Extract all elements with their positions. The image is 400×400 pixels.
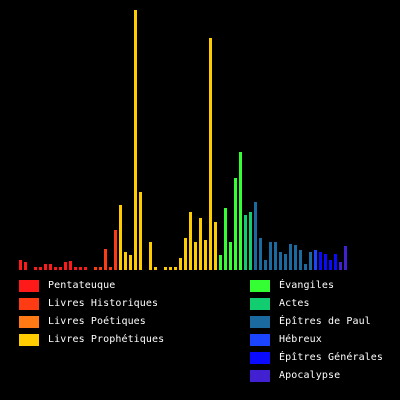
- legend-item: Livres Prophétiques: [19, 333, 164, 347]
- legend-swatch: [250, 352, 270, 364]
- bar-6-1: [244, 215, 247, 270]
- bar-9-3: [329, 260, 332, 270]
- bar-5-2: [224, 208, 227, 270]
- bar-1-5: [39, 267, 42, 270]
- legend-swatch: [250, 316, 270, 328]
- bar-1-13: [79, 267, 82, 270]
- bar-4-4: [134, 10, 137, 270]
- bar-1-10: [64, 262, 67, 270]
- bar-9-1: [319, 252, 322, 270]
- bar-4-18: [204, 240, 207, 270]
- legend-label: Apocalypse: [279, 370, 341, 381]
- bar-4-16: [194, 242, 197, 270]
- bar-7-12: [309, 252, 312, 270]
- legend-swatch: [250, 298, 270, 310]
- bar-6-2: [249, 212, 252, 270]
- bar-1-6: [44, 264, 47, 270]
- bar-1-11: [69, 261, 72, 270]
- legend-label: Épîtres de Paul: [279, 316, 371, 327]
- bar-2-4: [104, 249, 107, 270]
- legend-label: Livres Historiques: [48, 298, 159, 309]
- bar-2-3: [99, 267, 102, 270]
- legend-item: Livres Historiques: [19, 297, 158, 311]
- bar-4-5: [139, 192, 142, 270]
- bar-2-6: [114, 230, 117, 270]
- legend-item: Livres Poétiques: [19, 315, 146, 329]
- legend-swatch: [250, 370, 270, 382]
- bar-1-14: [84, 267, 87, 270]
- bar-2-2: [94, 267, 97, 270]
- legend-label: Épîtres Générales: [279, 352, 384, 363]
- bar-4-1: [119, 205, 122, 270]
- bar-5-4: [234, 178, 237, 270]
- bar-7-1: [254, 202, 257, 270]
- bar-10-2: [344, 246, 347, 270]
- bar-1-12: [74, 267, 77, 270]
- bar-4-2: [124, 252, 127, 270]
- legend-swatch: [19, 334, 39, 346]
- bar-4-8: [154, 267, 157, 270]
- bar-7-11: [304, 264, 307, 270]
- bar-5-5: [239, 152, 242, 270]
- bar-4-13: [179, 258, 182, 270]
- legend-label: Hébreux: [279, 334, 322, 345]
- bar-7-2: [259, 238, 262, 270]
- legend-item: Pentateuque: [19, 279, 115, 293]
- bar-7-8: [289, 244, 292, 270]
- bar-4-3: [129, 255, 132, 270]
- legend-swatch: [250, 334, 270, 346]
- bar-7-3: [264, 260, 267, 270]
- legend-label: Livres Prophétiques: [48, 334, 165, 345]
- legend-label: Actes: [279, 298, 310, 309]
- legend-item: Actes: [250, 297, 310, 311]
- bar-8-1: [314, 250, 317, 270]
- bar-7-5: [274, 242, 277, 270]
- bar-9-4: [334, 254, 337, 270]
- bar-4-12: [174, 267, 177, 270]
- bar-4-14: [184, 238, 187, 270]
- legend-label: Pentateuque: [48, 280, 116, 291]
- legend-swatch: [19, 280, 39, 292]
- bar-5-1: [219, 255, 222, 270]
- bar-4-15: [189, 212, 192, 270]
- bar-7-10: [299, 250, 302, 270]
- legend-swatch: [19, 298, 39, 310]
- bar-1-7: [49, 264, 52, 270]
- bar-7-4: [269, 242, 272, 270]
- legend-item: Épîtres Générales: [250, 351, 383, 365]
- legend-item: Hébreux: [250, 333, 322, 347]
- bar-4-17: [199, 218, 202, 270]
- bar-chart: [19, 10, 347, 270]
- bar-5-3: [229, 242, 232, 270]
- legend-swatch: [250, 280, 270, 292]
- bar-1-2: [24, 262, 27, 270]
- bar-4-20: [214, 222, 217, 270]
- legend-item: Évangiles: [250, 279, 334, 293]
- legend-label: Livres Poétiques: [48, 316, 146, 327]
- bar-4-19: [209, 38, 212, 270]
- chart-legend: Pentateuque Livres Historiques Livres Poét…: [0, 279, 400, 389]
- bar-9-2: [324, 254, 327, 270]
- legend-label: Évangiles: [279, 280, 335, 291]
- bar-4-11: [169, 267, 172, 270]
- bar-1-1: [19, 260, 22, 270]
- legend-swatch: [19, 316, 39, 328]
- bar-2-5: [109, 267, 112, 270]
- legend-item: Apocalypse: [250, 369, 340, 383]
- bar-7-7: [284, 254, 287, 270]
- bar-7-6: [279, 252, 282, 270]
- bar-4-7: [149, 242, 152, 270]
- legend-item: Épîtres de Paul: [250, 315, 371, 329]
- bar-10-1: [339, 262, 342, 270]
- bar-1-9: [59, 267, 62, 270]
- bar-1-4: [34, 267, 37, 270]
- bar-1-8: [54, 267, 57, 270]
- bar-4-10: [164, 267, 167, 270]
- bar-7-9: [294, 245, 297, 270]
